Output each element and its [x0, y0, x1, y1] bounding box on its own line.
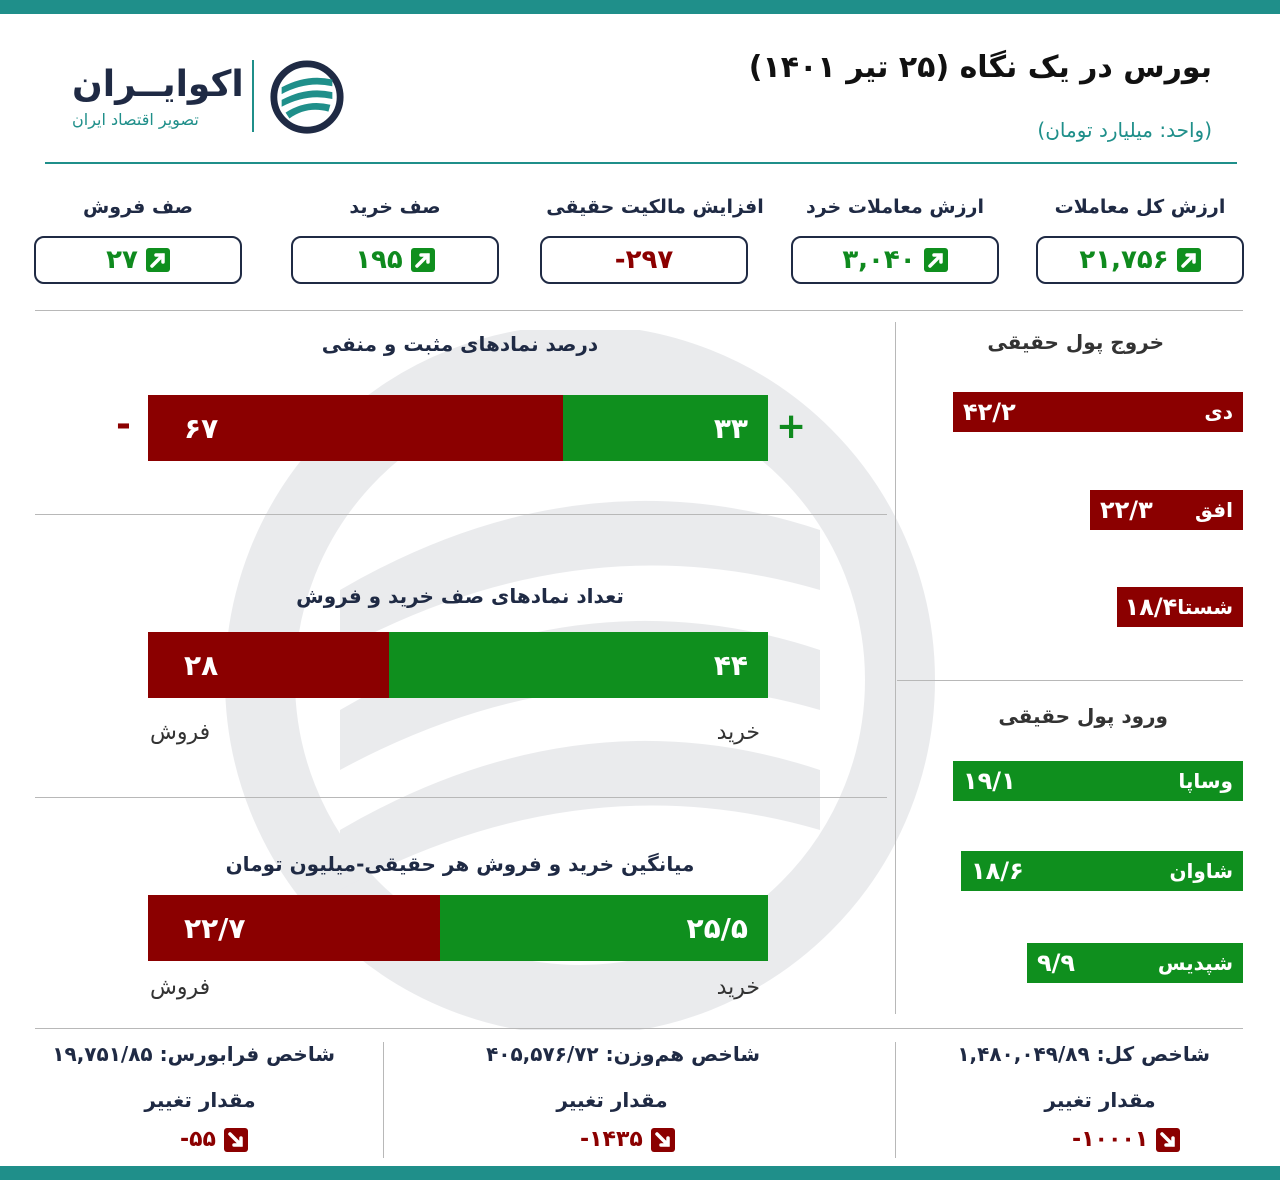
arrow-up-right-icon — [1176, 248, 1201, 272]
index-total-change-value: -۱۰۰۰۱ — [1072, 1127, 1149, 1152]
arrow-up-right-icon — [923, 248, 948, 272]
index-equal-weight-change-value: -۱۴۳۵ — [580, 1127, 643, 1152]
outflow-symbol: افق — [1195, 498, 1233, 522]
index-equal-weight-value: ۴۰۵,۵۷۶/۷۲ — [486, 1042, 599, 1066]
index-total-name: شاخص کل: — [1096, 1042, 1210, 1066]
index-otc-value: ۱۹,۷۵۱/۸۵ — [52, 1042, 153, 1066]
minus-sign: - — [116, 404, 131, 445]
bar-label-avg-buy: ۲۵/۵ — [686, 911, 749, 945]
index-otc-change-value: -۵۵ — [180, 1127, 216, 1152]
inflow-symbol: شپدیس — [1157, 951, 1233, 975]
inflow-value: ۱۹/۱ — [963, 767, 1016, 795]
brand-divider — [252, 60, 254, 132]
index-col-divider-1 — [383, 1042, 384, 1158]
stat-label-retail-value: ارزش معاملات خرد — [805, 196, 984, 218]
chart-title-pos-neg: درصد نمادهای مثبت و منفی — [321, 332, 599, 356]
arrow-down-right-icon — [1156, 1127, 1181, 1152]
column-divider — [895, 322, 896, 1014]
chart-divider-2 — [35, 797, 887, 798]
index-otc: شاخص فرابورس: ۱۹,۷۵۱/۸۵ — [52, 1042, 335, 1066]
arrow-down-right-icon — [650, 1127, 675, 1152]
bar-sell-queue: ۲۸ — [148, 632, 389, 698]
stat-value: ۳,۰۴۰ — [842, 245, 916, 275]
index-total: شاخص کل: ۱,۴۸۰,۰۴۹/۸۹ — [957, 1042, 1210, 1066]
stat-value: -۲۹۷ — [614, 245, 674, 275]
outflow-bar: دی ۴۲/۲ — [953, 392, 1243, 432]
bar-avg-sell: ۲۲/۷ — [148, 895, 440, 961]
header-divider — [45, 162, 1237, 164]
index-otc-change: -۵۵ — [180, 1127, 248, 1152]
index-divider — [35, 1028, 1243, 1029]
legend-buy: خرید — [716, 720, 760, 745]
inflow-bar: شاوان ۱۸/۶ — [961, 851, 1243, 891]
bar-avg-buy: ۲۵/۵ — [440, 895, 768, 961]
outflow-symbol: شستا — [1177, 595, 1233, 619]
index-col-divider-2 — [895, 1042, 896, 1158]
bottom-accent-bar — [0, 1166, 1280, 1180]
outflow-symbol: دی — [1204, 400, 1233, 424]
brand-logo-icon — [270, 60, 344, 134]
index-equal-weight-change: -۱۴۳۵ — [580, 1127, 675, 1152]
inflow-value: ۹/۹ — [1037, 949, 1076, 977]
index-total-change-label: مقدار تغییر — [1044, 1088, 1156, 1112]
arrow-up-right-icon — [145, 248, 170, 272]
stat-value: ۲۷ — [106, 245, 138, 275]
inflow-title: ورود پول حقیقی — [998, 704, 1168, 728]
chart-title-queues: تعداد نمادهای صف خرید و فروش — [296, 584, 624, 608]
bar-negative: ۶۷ — [148, 395, 563, 461]
stats-divider — [35, 310, 1243, 311]
stat-real-ownership: -۲۹۷ — [540, 236, 748, 284]
brand-tagline: تصویر اقتصاد ایران — [72, 110, 199, 129]
index-otc-name: شاخص فرابورس: — [159, 1042, 335, 1066]
side-divider — [897, 680, 1243, 681]
stat-label-total-value: ارزش کل معاملات — [1054, 196, 1226, 218]
inflow-bar: وساپا ۱۹/۱ — [953, 761, 1243, 801]
stat-sell-queue: ۲۷ — [34, 236, 242, 284]
inflow-bar: شپدیس ۹/۹ — [1027, 943, 1243, 983]
bar-label-sell: ۲۸ — [184, 648, 219, 682]
index-total-change: -۱۰۰۰۱ — [1072, 1127, 1181, 1152]
index-equal-weight-name: شاخص هم‌وزن: — [605, 1042, 760, 1066]
top-accent-bar — [0, 0, 1280, 14]
bar-positive: ۳۳ — [563, 395, 768, 461]
outflow-value: ۲۲/۳ — [1100, 496, 1153, 524]
page-title: بورس در یک نگاه (۲۵ تیر ۱۴۰۱) — [748, 50, 1212, 85]
bar-label-positive: ۳۳ — [713, 411, 748, 445]
inflow-symbol: وساپا — [1178, 769, 1233, 793]
bar-label-avg-sell: ۲۲/۷ — [184, 911, 246, 945]
outflow-value: ۱۸/۴ — [1124, 593, 1178, 621]
unit-note: (واحد: میلیارد تومان) — [1037, 118, 1212, 142]
legend-avg-sell: فروش — [150, 975, 211, 1000]
brand-name: اکوایــران — [72, 64, 244, 105]
stat-value: ۲۱,۷۵۶ — [1079, 245, 1169, 275]
outflow-bar: شستا ۱۸/۴ — [1117, 587, 1243, 627]
arrow-up-right-icon — [410, 248, 435, 272]
legend-sell: فروش — [150, 720, 211, 745]
chart-divider-1 — [35, 514, 887, 515]
legend-avg-buy: خرید — [716, 975, 760, 1000]
inflow-value: ۱۸/۶ — [971, 857, 1024, 885]
stat-total-value: ۲۱,۷۵۶ — [1036, 236, 1244, 284]
stat-value: ۱۹۵ — [355, 245, 403, 275]
index-total-value: ۱,۴۸۰,۰۴۹/۸۹ — [957, 1042, 1090, 1066]
stat-buy-queue: ۱۹۵ — [291, 236, 499, 284]
index-equal-weight: شاخص هم‌وزن: ۴۰۵,۵۷۶/۷۲ — [486, 1042, 760, 1066]
stat-retail-value: ۳,۰۴۰ — [791, 236, 999, 284]
bar-label-buy: ۴۴ — [713, 648, 748, 682]
stat-label-buy-queue: صف خرید — [349, 196, 441, 218]
index-otc-change-label: مقدار تغییر — [144, 1088, 256, 1112]
outflow-bar: افق ۲۲/۳ — [1090, 490, 1243, 530]
inflow-symbol: شاوان — [1169, 859, 1233, 883]
stat-label-real-ownership: افزایش مالکیت حقیقی — [546, 196, 764, 218]
outflow-title: خروج پول حقیقی — [987, 330, 1164, 354]
index-equal-weight-change-label: مقدار تغییر — [556, 1088, 668, 1112]
stat-label-sell-queue: صف فروش — [83, 196, 193, 218]
outflow-value: ۴۲/۲ — [963, 398, 1016, 426]
bar-buy-queue: ۴۴ — [389, 632, 768, 698]
plus-sign: + — [776, 406, 807, 447]
chart-title-avg: میانگین خرید و فروش هر حقیقی-میلیون توما… — [225, 852, 695, 876]
arrow-down-right-icon — [224, 1127, 248, 1152]
bar-label-negative: ۶۷ — [184, 411, 219, 445]
